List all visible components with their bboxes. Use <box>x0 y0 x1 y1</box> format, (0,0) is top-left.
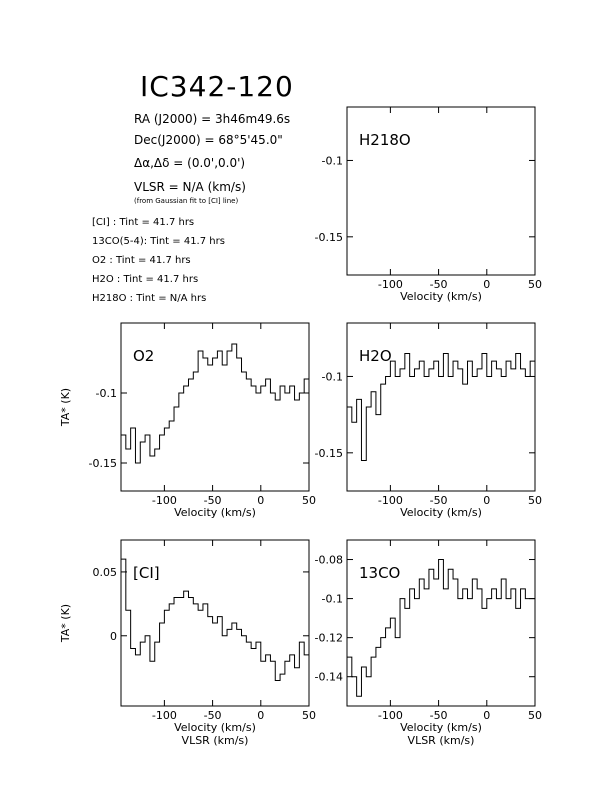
x-axis-label: Velocity (km/s) <box>174 721 256 734</box>
ra-line: RA (J2000) = 3h46m49.6s <box>134 112 291 126</box>
x-tick-label: -100 <box>378 709 403 722</box>
tint-ci: [CI] : Tint = 41.7 hrs <box>92 217 195 228</box>
x-tick-label: 0 <box>483 709 490 722</box>
panel-label: 13CO <box>359 564 400 582</box>
spectrum-line <box>347 559 536 697</box>
x-tick-label: 50 <box>302 709 316 722</box>
y-tick-label: -0.15 <box>315 231 343 244</box>
x-tick-label: 50 <box>528 494 542 507</box>
x-axis-label: Velocity (km/s) <box>400 721 482 734</box>
x-tick-label: 0 <box>483 494 490 507</box>
x-tick-label: 50 <box>528 278 542 291</box>
y-tick-label: -0.14 <box>315 671 343 684</box>
x-axis-label-vlsr: VLSR (km/s) <box>408 734 475 747</box>
panel-label: H218O <box>359 131 411 149</box>
x-tick-label: -50 <box>204 709 222 722</box>
tint-13co: 13CO(5-4): Tint = 41.7 hrs <box>92 236 225 247</box>
y-tick-label: -0.12 <box>315 632 343 645</box>
x-axis-label: Velocity (km/s) <box>400 290 482 303</box>
y-axis-label: TA* (K) <box>59 604 72 643</box>
panel-H2(18)O: -100 -50 0 50 -0.1 -0.15 Velocity (km/s) H218O <box>315 106 542 303</box>
x-tick-label: -50 <box>204 494 222 507</box>
y-axis-label: TA* (K) <box>59 388 72 427</box>
vlsr-note: (from Gaussian fit to [CI] line) <box>134 197 239 205</box>
x-tick-label: -100 <box>152 709 177 722</box>
x-tick-label: -50 <box>430 278 448 291</box>
offset-line: Δα,Δδ = (0.0',0.0') <box>134 156 246 170</box>
y-tick-label: -0.1 <box>322 593 343 606</box>
y-tick-label: 0 <box>110 630 117 643</box>
x-tick-label: 50 <box>528 709 542 722</box>
x-tick-label: -50 <box>430 494 448 507</box>
x-tick-label: -100 <box>152 494 177 507</box>
panel-label: [CI] <box>133 564 160 582</box>
x-axis-label-vlsr: VLSR (km/s) <box>182 734 249 747</box>
vlsr-line: VLSR = N/A (km/s) <box>134 180 246 194</box>
spectrum-line <box>121 343 310 464</box>
x-tick-label: 0 <box>257 709 264 722</box>
y-tick-label: -0.1 <box>96 387 117 400</box>
x-tick-label: -100 <box>378 278 403 291</box>
panel-frame <box>120 322 310 492</box>
x-tick-label: 0 <box>257 494 264 507</box>
x-tick-label: -100 <box>378 494 403 507</box>
spectrum-line <box>121 558 310 681</box>
panel-O2: -100 -50 0 50 -0.1 -0.15 Velocity (km/s) TA* (K… <box>59 322 316 519</box>
panel-frame <box>346 539 536 707</box>
x-axis-label: Velocity (km/s) <box>174 506 256 519</box>
y-tick-label: -0.15 <box>315 447 343 460</box>
x-tick-label: -50 <box>430 709 448 722</box>
y-tick-label: -0.15 <box>89 457 117 470</box>
panel-13CO: -100 -50 0 50 -0.08 -0.1 -0.12 -0.14 Velocity (k… <box>315 539 542 747</box>
x-tick-label: 50 <box>302 494 316 507</box>
spectrum-line <box>347 353 536 461</box>
tint-h218o: H218O : Tint = N/A hrs <box>92 293 207 304</box>
panel-label: H2O <box>359 347 392 365</box>
page-title: IC342-120 <box>140 70 294 103</box>
panel-frame <box>120 539 310 707</box>
panel-label: O2 <box>133 347 154 365</box>
x-axis-label: Velocity (km/s) <box>400 506 482 519</box>
tint-h2o: H2O : Tint = 41.7 hrs <box>92 274 199 285</box>
y-tick-label: -0.08 <box>315 554 343 567</box>
x-tick-label: 0 <box>483 278 490 291</box>
y-tick-label: 0.05 <box>93 566 118 579</box>
y-tick-label: -0.1 <box>322 370 343 383</box>
panel-frame <box>346 106 536 276</box>
panel-H2O: -100 -50 0 50 -0.1 -0.15 Velocity (km/s) H2O <box>315 322 542 519</box>
y-tick-label: -0.1 <box>322 154 343 167</box>
tint-o2: O2 : Tint = 41.7 hrs <box>92 255 191 266</box>
dec-line: Dec(J2000) = 68°5'45.0" <box>134 133 283 147</box>
